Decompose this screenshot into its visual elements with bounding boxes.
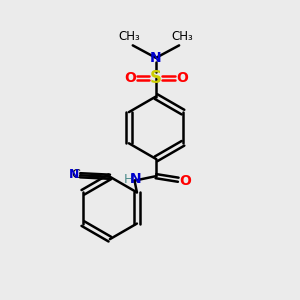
Text: N: N <box>130 172 142 186</box>
Text: CH₃: CH₃ <box>172 30 194 43</box>
Text: S: S <box>150 69 162 87</box>
Text: O: O <box>176 71 188 85</box>
Text: CH₃: CH₃ <box>118 30 140 43</box>
Text: O: O <box>180 174 192 188</box>
Text: O: O <box>124 71 136 85</box>
Text: N: N <box>150 51 162 65</box>
Text: H: H <box>123 173 133 186</box>
Text: C: C <box>71 169 80 182</box>
Text: N: N <box>68 169 79 182</box>
